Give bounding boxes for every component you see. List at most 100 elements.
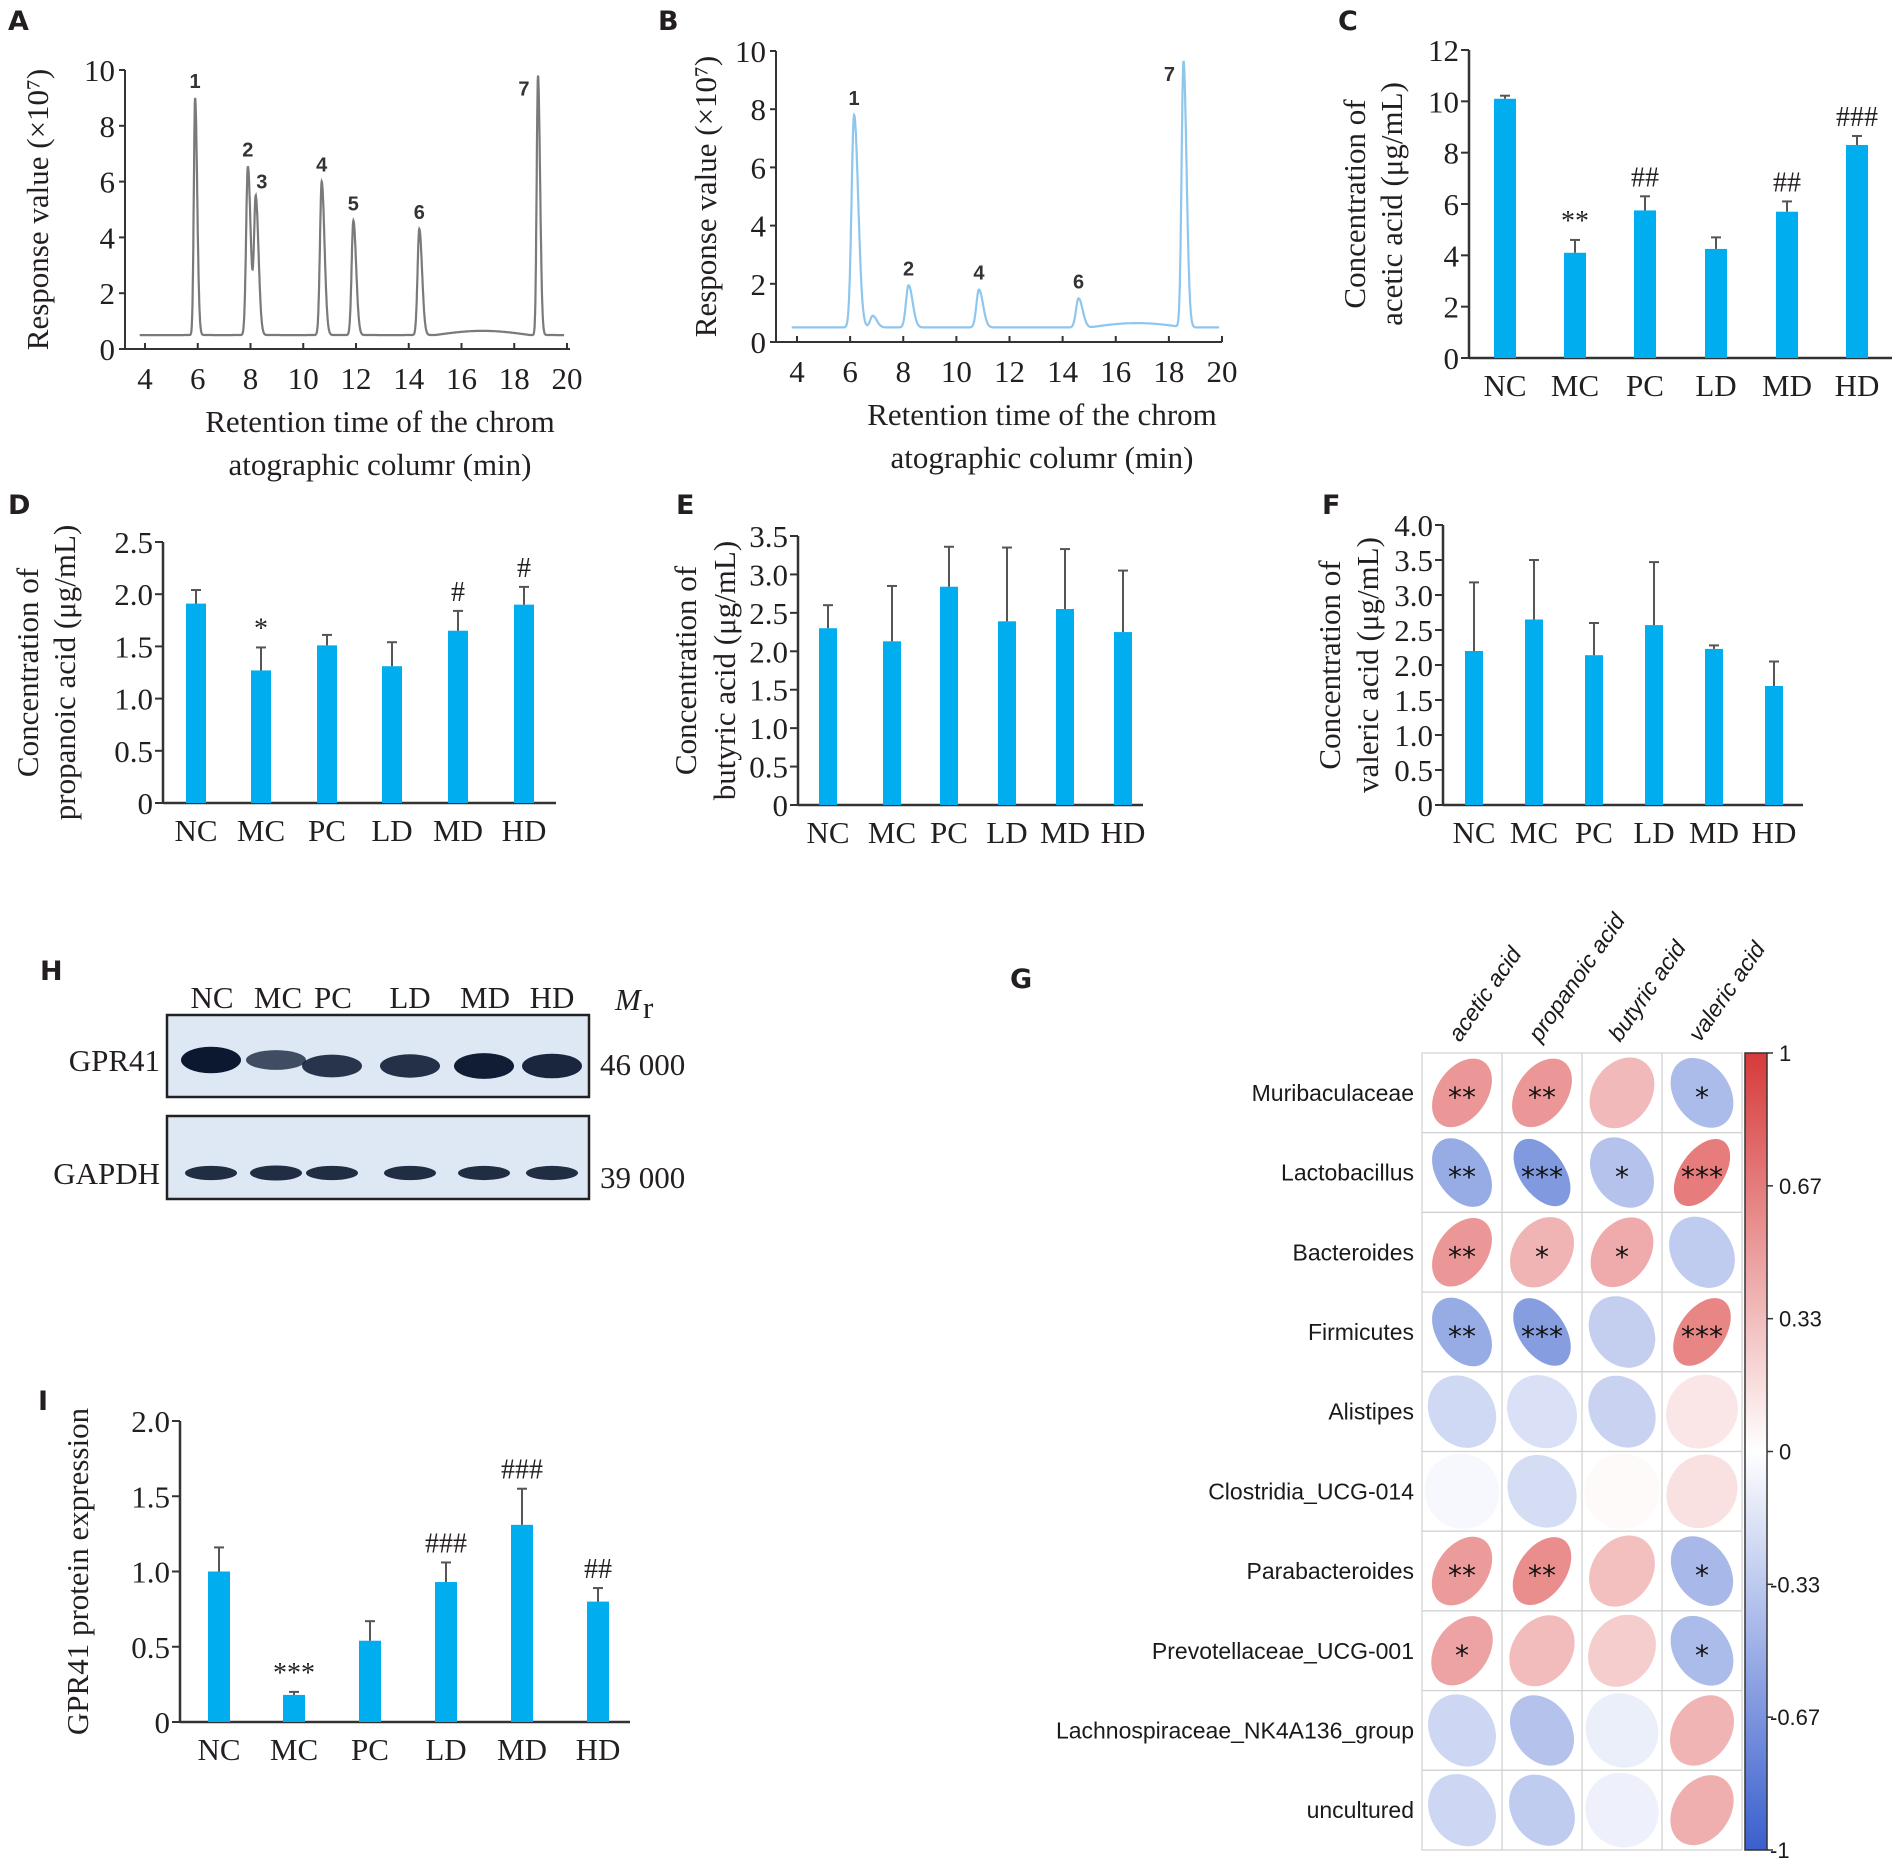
x-tick-label: HD: [1101, 815, 1146, 850]
peak-label: 4: [973, 263, 985, 285]
y-tick-label: 6: [751, 150, 767, 185]
bar-nc: [1494, 98, 1516, 359]
significance-marker: ***: [273, 1658, 315, 1689]
x-tick-label: PC: [1575, 815, 1613, 850]
lane-label: HD: [530, 980, 575, 1015]
y-tick-label: 12: [1428, 33, 1459, 68]
x-tick-label: 12: [341, 361, 372, 396]
y-tick-label: 8: [751, 92, 767, 127]
significance-marker: **: [1448, 1559, 1476, 1592]
negative-correlation-ellipse: [1670, 1536, 1734, 1606]
negative-correlation-ellipse: [1585, 1772, 1659, 1848]
y-tick-label: 6: [1444, 187, 1460, 222]
positive-correlation-ellipse: [1512, 1058, 1572, 1128]
heatmap-row-label: uncultured: [1307, 1797, 1414, 1823]
y-axis-title: Response value (×10⁷): [20, 69, 55, 350]
heatmap-row-label: Alistipes: [1328, 1399, 1414, 1425]
colorbar-tick-label: 0: [1779, 1440, 1791, 1465]
negative-correlation-ellipse: [1585, 1693, 1659, 1768]
positive-correlation-ellipse: [1584, 1453, 1660, 1530]
y-tick-label: 1.0: [1394, 718, 1433, 753]
negative-correlation-ellipse: [1590, 1137, 1654, 1208]
x-tick-label: LD: [1633, 815, 1674, 850]
significance-marker: **: [1561, 206, 1589, 237]
x-tick-label: NC: [197, 1732, 240, 1767]
bar-hd: [587, 1601, 609, 1722]
negative-correlation-ellipse: [1424, 1453, 1500, 1530]
x-tick-label: PC: [1626, 368, 1664, 403]
y-tick-label: 10: [735, 34, 766, 69]
y-tick-label: 8: [100, 109, 116, 144]
bar-pc: [1634, 210, 1656, 358]
x-tick-label: 16: [1100, 354, 1131, 389]
bar-chart-acetic-acid: 0 2 4 6 8 10 12 NC MC ** PC ## LD MD ## HD ### Concentrat…: [1337, 33, 1892, 403]
bar-pc: [940, 586, 958, 805]
significance-marker: **: [1448, 1240, 1476, 1273]
y-tick-label: 2.0: [131, 1404, 170, 1439]
panel-label-a: A: [8, 6, 29, 37]
positive-correlation-ellipse: [1588, 1614, 1656, 1687]
significance-marker: ***: [1681, 1161, 1723, 1194]
y-tick-label: 1.5: [131, 1479, 170, 1514]
x-tick-label: 6: [190, 361, 206, 396]
x-tick-label: PC: [930, 815, 968, 850]
significance-marker: **: [1448, 1081, 1476, 1114]
positive-correlation-ellipse: [1589, 1057, 1655, 1129]
bar-ld: [435, 1582, 457, 1722]
x-tick-label: 14: [1047, 354, 1079, 389]
bar-md: [448, 630, 468, 803]
bar-hd: [1114, 632, 1132, 805]
bar-hd: [514, 604, 534, 803]
y-tick-label: 10: [84, 53, 115, 88]
peak-label: 2: [903, 258, 914, 280]
x-tick-label: LD: [1695, 368, 1736, 403]
positive-correlation-ellipse: [1509, 1615, 1575, 1687]
protein-label: GPR41: [69, 1043, 160, 1078]
x-tick-label: PC: [351, 1732, 389, 1767]
x-tick-label: 10: [288, 361, 319, 396]
protein-label: GAPDH: [53, 1156, 160, 1191]
bar-mc: [1525, 619, 1543, 805]
negative-correlation-ellipse: [1432, 1138, 1492, 1207]
panel-label-b: B: [658, 6, 679, 37]
heatmap-column-label: acetic acid: [1443, 941, 1527, 1046]
x-tick-label: MD: [1689, 815, 1739, 850]
y-tick-label: 3.0: [1394, 578, 1433, 613]
colorbar-tick-label: 0.33: [1779, 1307, 1822, 1332]
significance-marker: **: [1448, 1320, 1476, 1353]
bar-nc: [208, 1571, 230, 1722]
significance-marker: ***: [1521, 1320, 1563, 1353]
y-tick-label: 0: [155, 1705, 171, 1740]
bar-md: [511, 1524, 533, 1722]
positive-correlation-ellipse: [1670, 1695, 1734, 1766]
y-tick-label: 4: [751, 209, 767, 244]
panel-label-g: G: [1010, 964, 1032, 995]
bar-pc: [317, 645, 337, 803]
significance-marker: ##: [584, 1554, 612, 1585]
positive-correlation-ellipse: [1673, 1298, 1731, 1366]
protein-band: [302, 1054, 362, 1078]
bar-nc: [186, 603, 206, 803]
negative-correlation-ellipse: [1669, 1216, 1735, 1288]
significance-marker: ##: [1773, 167, 1801, 198]
significance-marker: ###: [1836, 102, 1878, 133]
y-tick-label: 1.5: [114, 629, 153, 664]
y-tick-label: 3.5: [1394, 543, 1433, 578]
y-tick-label: 2: [100, 276, 116, 311]
y-tick-label: 1.0: [131, 1555, 170, 1590]
y-tick-label: 1.0: [114, 682, 153, 717]
y-axis-title: valeric acid (μg/mL): [1350, 537, 1385, 793]
significance-marker: *: [1535, 1240, 1549, 1273]
bar-mc: [883, 641, 901, 805]
y-axis-title: Concentration of: [10, 567, 45, 777]
bar-ld: [1705, 248, 1727, 358]
bar-mc: [1564, 252, 1586, 358]
heatmap-row-label: Parabacteroides: [1247, 1558, 1415, 1584]
peak-label: 7: [518, 79, 529, 101]
y-tick-label: 2.5: [1394, 613, 1433, 648]
heatmap-row-label: Lactobacillus: [1281, 1160, 1414, 1186]
y-tick-label: 0: [751, 325, 767, 360]
x-tick-label: LD: [425, 1732, 466, 1767]
